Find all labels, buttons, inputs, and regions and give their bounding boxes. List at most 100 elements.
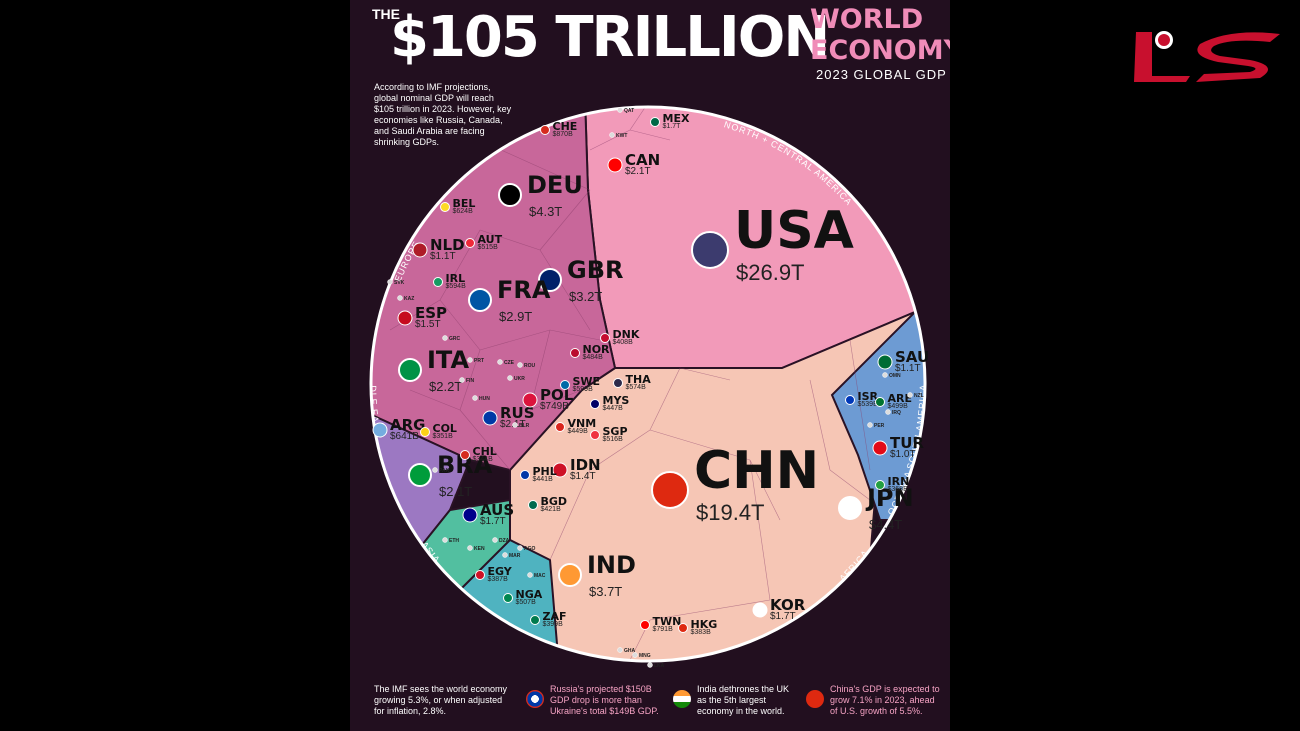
ita-flag-icon (398, 358, 422, 382)
fra-flag-icon (468, 288, 492, 312)
subtitle: 2023 GLOBAL GDP (816, 67, 947, 82)
cell-boundary (459, 409, 511, 471)
country-code-label: USA (734, 201, 854, 261)
kaz-flag-icon (397, 295, 403, 301)
small-economy-mac: MAC (527, 572, 546, 579)
country-value-label: $26.9T (736, 260, 805, 285)
bra-flag-icon (408, 463, 432, 487)
small-country-label: GHA (624, 648, 636, 654)
country-pol: POL$749B (522, 386, 574, 412)
small-country-label: ETH (449, 538, 459, 544)
country-code-label: IRL (446, 272, 466, 285)
hkg-flag-icon (678, 623, 688, 633)
country-irl: IRL$594B (433, 272, 467, 290)
country-code-label: DNK (613, 328, 640, 341)
cell-boundary (439, 299, 481, 351)
country-nga: NGA$507B (503, 588, 543, 606)
country-value-label: $449B (568, 428, 589, 435)
title-world-economy: WORLD ECONOMY (810, 4, 950, 66)
small-economy-svk: SVK (387, 279, 405, 286)
dnk-flag-icon (600, 333, 610, 343)
phl-flag-icon (520, 470, 530, 480)
country-code-label: CAN (625, 151, 660, 169)
small-economy-nzl: NZL (907, 392, 924, 399)
nga-flag-icon (503, 593, 513, 603)
country-value-label: $368B (888, 486, 909, 493)
kwt-flag-icon (609, 132, 615, 138)
country-value-label: $870B (553, 131, 574, 138)
small-country-label: LKA (654, 663, 665, 669)
aus-flag-icon (462, 507, 478, 523)
small-country-label: QAT (624, 108, 634, 114)
country-value-label: $599B (573, 386, 594, 393)
country-deu: DEU $4.3T (498, 171, 583, 219)
infographic-poster: THE $105 TRILLION WORLD ECONOMY 2023 GLO… (350, 0, 950, 731)
col-flag-icon (420, 427, 430, 437)
small-country-label: PRT (474, 358, 484, 364)
irn-flag-icon (875, 480, 885, 490)
country-value-label: $2.1T (439, 484, 472, 499)
country-code-label: ESP (415, 304, 447, 322)
small-country-label: SVK (394, 280, 405, 286)
country-bra: BRA$2.1T (408, 451, 493, 499)
pak-flag-icon (432, 467, 438, 473)
country-value-label: $641B (390, 431, 419, 442)
small-country-label: FIN (466, 378, 474, 384)
country-code-label: CHE (553, 120, 578, 133)
country-value-label: $351B (433, 433, 454, 440)
small-economy-omn: OMN (882, 372, 901, 379)
country-code-label: NLD (430, 236, 465, 254)
small-economy-blr: BLR (512, 422, 530, 429)
country-value-label: $2.2T (429, 379, 462, 394)
country-value-label: $499B (888, 403, 909, 410)
country-esp: ESP$1.5T (397, 304, 447, 330)
small-country-label: AGO (524, 546, 536, 552)
small-economy-per: PER (867, 422, 885, 429)
cell-boundary (589, 129, 631, 151)
country-zaf: ZAF$399B (530, 610, 567, 628)
cell-boundary (409, 389, 461, 411)
russia-flag-icon (526, 690, 544, 708)
country-code-label: PHL (533, 465, 557, 478)
country-egy: EGY$387B (475, 565, 513, 583)
cell-boundary (529, 389, 583, 411)
ind-flag-icon (558, 563, 582, 587)
country-code-label: EGY (488, 565, 513, 578)
small-country-label: IRQ (892, 410, 901, 416)
small-country-label: KEN (474, 546, 485, 552)
cell-boundary (829, 469, 871, 501)
country-code-label: ISR (858, 390, 879, 403)
country-bgd: BGD$421B (528, 495, 567, 513)
country-value-label: $1.7T (480, 516, 506, 527)
country-bel: BEL$624B (440, 197, 475, 215)
country-code-label: ITA (427, 346, 469, 374)
country-value-label: $594B (446, 283, 467, 290)
country-mex: MEX$1.7T (650, 112, 690, 130)
country-code-label: TWN (653, 615, 682, 628)
country-value-label: $447B (603, 405, 624, 412)
ago-flag-icon (517, 545, 523, 551)
small-economy-fin: FIN (459, 377, 474, 384)
country-are: ARE$499B (875, 392, 912, 410)
aut-flag-icon (465, 238, 475, 248)
cell-boundary (589, 429, 651, 471)
rou-flag-icon (517, 362, 523, 368)
small-country-label: ROU (524, 363, 536, 369)
cell-boundary (649, 599, 771, 621)
small-economy-mng: MNG (632, 652, 651, 659)
country-code-label: KOR (770, 596, 806, 614)
country-value-label: $507B (516, 599, 537, 606)
che-flag-icon (540, 125, 550, 135)
title-the: THE (372, 6, 400, 22)
cell-boundary (849, 339, 871, 471)
footer-russia: Russia's projected $150B GDP drop is mor… (550, 684, 659, 716)
ken-flag-icon (467, 545, 473, 551)
country-code-label: IDN (570, 456, 601, 474)
small-economy-irq: IRQ (885, 409, 901, 416)
cell-boundary (479, 229, 541, 251)
country-code-label: ZAF (543, 610, 567, 623)
country-code-label: NGA (516, 588, 543, 601)
nzl-flag-icon (907, 392, 913, 398)
title-world-line2: ECONOMY (810, 35, 950, 66)
intro-text: According to IMF projections, global nom… (374, 82, 512, 147)
